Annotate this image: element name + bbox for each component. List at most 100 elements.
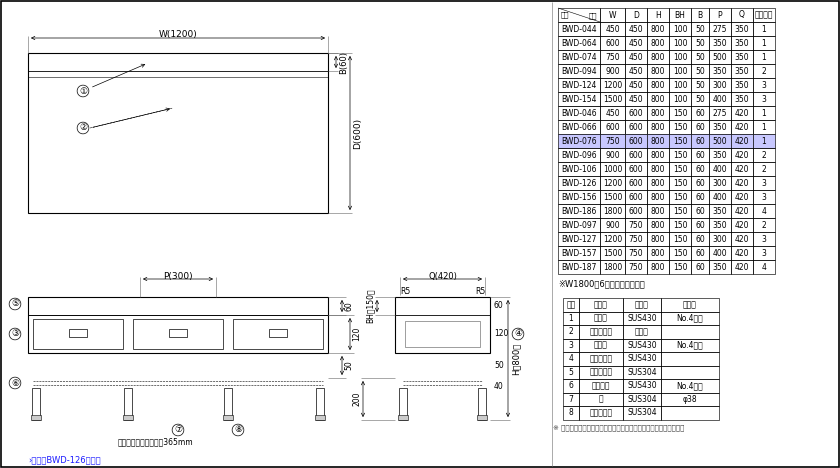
Bar xyxy=(647,190,669,204)
Text: 150: 150 xyxy=(673,178,687,188)
Text: 500: 500 xyxy=(712,52,727,61)
Text: 150: 150 xyxy=(673,164,687,174)
Text: 350: 350 xyxy=(712,123,727,132)
Text: 600: 600 xyxy=(628,123,643,132)
Bar xyxy=(691,162,709,176)
Bar xyxy=(32,388,40,420)
Text: 150: 150 xyxy=(673,206,687,215)
Bar xyxy=(623,312,661,325)
Bar xyxy=(600,162,625,176)
Bar xyxy=(691,176,709,190)
Bar xyxy=(124,388,132,420)
Bar xyxy=(558,78,600,92)
Bar xyxy=(661,366,719,379)
Text: ⑥: ⑥ xyxy=(11,379,19,388)
Bar xyxy=(600,36,625,50)
Bar xyxy=(233,319,323,349)
Text: Q: Q xyxy=(739,10,745,20)
Text: 8: 8 xyxy=(569,408,574,417)
Text: SUS430: SUS430 xyxy=(627,354,657,363)
Bar xyxy=(661,298,719,312)
Bar xyxy=(647,162,669,176)
Bar xyxy=(315,415,325,420)
Bar xyxy=(623,379,661,393)
Bar xyxy=(563,406,579,419)
Text: 750: 750 xyxy=(628,249,643,257)
Text: No.4仕上: No.4仕上 xyxy=(677,314,703,323)
Bar xyxy=(753,22,775,36)
Text: 420: 420 xyxy=(735,164,749,174)
Bar xyxy=(709,148,731,162)
Text: 600: 600 xyxy=(628,137,643,146)
Text: 60: 60 xyxy=(696,151,705,160)
Bar xyxy=(731,106,753,120)
Bar xyxy=(579,338,623,352)
Text: BWD-074: BWD-074 xyxy=(561,52,596,61)
Text: 60: 60 xyxy=(696,192,705,202)
Text: 420: 420 xyxy=(735,123,749,132)
Text: 420: 420 xyxy=(735,178,749,188)
Bar xyxy=(600,204,625,218)
Bar xyxy=(477,415,487,420)
Bar xyxy=(398,415,408,420)
Text: 450: 450 xyxy=(628,38,643,47)
Bar xyxy=(623,352,661,366)
Text: 50: 50 xyxy=(696,38,705,47)
Bar xyxy=(669,176,691,190)
Text: 1: 1 xyxy=(762,137,766,146)
Text: BWD-124: BWD-124 xyxy=(561,80,596,89)
Text: 900: 900 xyxy=(605,220,620,229)
Bar xyxy=(709,8,731,22)
Bar xyxy=(625,162,647,176)
Text: BWD-097: BWD-097 xyxy=(561,220,596,229)
Bar xyxy=(753,162,775,176)
Text: トップ: トップ xyxy=(594,314,608,323)
Text: ※W1800は6本脚となります。: ※W1800は6本脚となります。 xyxy=(558,279,645,288)
Bar xyxy=(691,36,709,50)
Bar xyxy=(691,134,709,148)
Bar xyxy=(558,232,600,246)
Text: 800: 800 xyxy=(651,234,665,243)
Text: 3: 3 xyxy=(762,95,766,103)
Text: 150: 150 xyxy=(673,109,687,117)
Text: 1500: 1500 xyxy=(603,192,622,202)
Bar xyxy=(669,246,691,260)
Text: ⑧: ⑧ xyxy=(234,425,242,434)
Text: BWD-044: BWD-044 xyxy=(561,24,596,34)
Bar xyxy=(647,232,669,246)
Text: 450: 450 xyxy=(605,24,620,34)
Text: SUS304: SUS304 xyxy=(627,395,657,404)
Bar xyxy=(691,8,709,22)
Bar xyxy=(558,92,600,106)
Text: 800: 800 xyxy=(651,109,665,117)
Bar xyxy=(661,338,719,352)
Bar xyxy=(563,298,579,312)
Bar xyxy=(731,232,753,246)
Bar xyxy=(753,218,775,232)
Text: 120: 120 xyxy=(494,329,508,338)
Bar xyxy=(399,388,407,420)
Bar xyxy=(753,36,775,50)
Bar xyxy=(731,8,753,22)
Text: 150: 150 xyxy=(673,234,687,243)
Bar xyxy=(753,50,775,64)
Bar xyxy=(563,352,579,366)
Text: 150: 150 xyxy=(673,151,687,160)
Text: スノコ板上面有効高さ365mm: スノコ板上面有効高さ365mm xyxy=(118,438,194,446)
Bar xyxy=(623,393,661,406)
Bar xyxy=(625,120,647,134)
Bar xyxy=(28,297,328,353)
Text: 50: 50 xyxy=(696,24,705,34)
Text: 420: 420 xyxy=(735,249,749,257)
Bar xyxy=(558,148,600,162)
Text: 800: 800 xyxy=(651,66,665,75)
Bar xyxy=(669,36,691,50)
Text: 1800: 1800 xyxy=(603,263,622,271)
Text: 50: 50 xyxy=(344,361,353,370)
Text: 2: 2 xyxy=(762,151,766,160)
Bar xyxy=(579,393,623,406)
Text: 150: 150 xyxy=(673,137,687,146)
Bar xyxy=(579,312,623,325)
Bar xyxy=(669,50,691,64)
Text: SUS304: SUS304 xyxy=(627,368,657,377)
